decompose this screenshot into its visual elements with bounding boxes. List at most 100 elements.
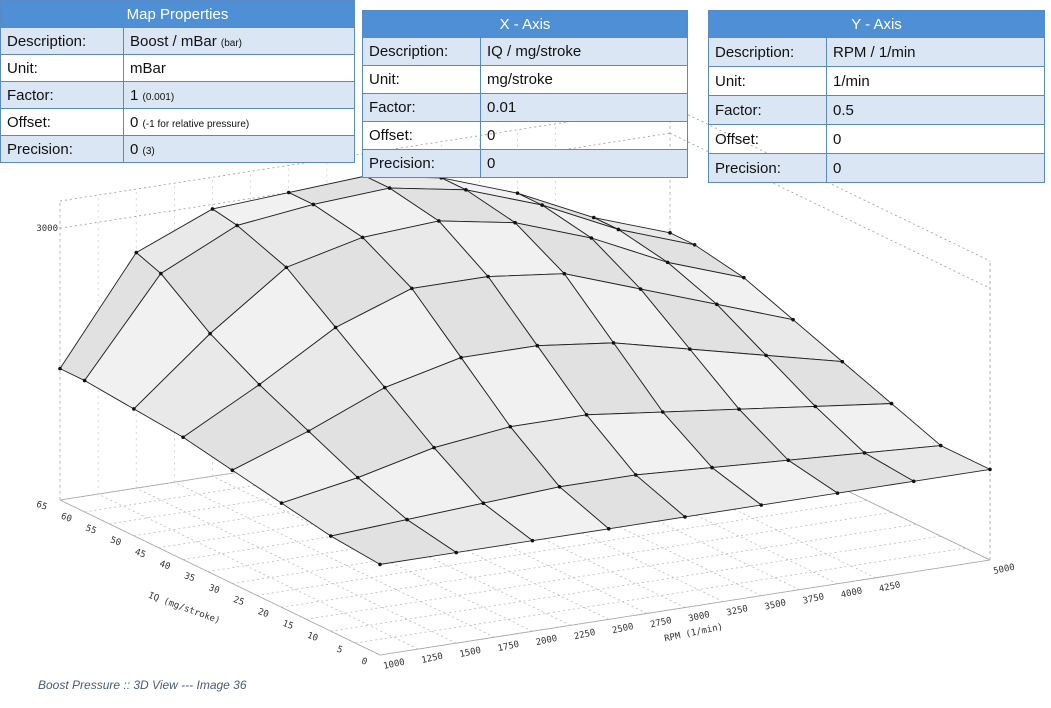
surface-vertex: [660, 410, 665, 414]
surface-vertex: [333, 325, 338, 330]
row-label: Factor:: [708, 95, 827, 125]
surface-vertex: [786, 458, 791, 463]
surface-vertex: [638, 287, 643, 291]
surface-vertex: [437, 219, 441, 223]
row-label: Unit:: [708, 66, 827, 96]
row-value: mBar: [123, 54, 355, 82]
surface-vertex: [355, 475, 360, 480]
surface-vertex: [432, 445, 436, 450]
surface-vertex: [82, 378, 87, 383]
y-tick-label: 2250: [573, 628, 596, 642]
surface-vertex: [606, 526, 611, 531]
surface-vertex: [911, 479, 916, 484]
y-tick-label: 1000: [383, 658, 406, 672]
y-tick-label: 2750: [649, 616, 672, 630]
surface-vertex: [988, 467, 992, 472]
note: (0.001): [142, 91, 175, 103]
table-row: Unit: mBar: [0, 54, 355, 82]
value: 0: [487, 155, 496, 172]
table-row: Description: IQ / mg/stroke: [362, 37, 688, 66]
row-label: Precision:: [0, 135, 124, 163]
z-grid-line: [669, 132, 991, 289]
table-row: Factor: 0.01: [362, 93, 688, 122]
surface-vertex: [591, 215, 596, 220]
y-tick-label: 2500: [611, 622, 634, 636]
header-row: X - Axis: [362, 10, 688, 38]
table-title: X - Axis: [362, 10, 688, 38]
surface-vertex: [328, 534, 333, 538]
x-tick-label: 15: [281, 619, 295, 632]
header-row: Y - Axis: [708, 10, 1045, 38]
floor-grid-line: [355, 547, 966, 644]
surface-vertex: [611, 341, 616, 345]
row-label: Unit:: [362, 65, 481, 94]
surface-vertex: [159, 271, 163, 276]
surface-vertex: [410, 286, 414, 291]
value: 0: [130, 140, 139, 158]
surface-vertex: [710, 465, 714, 470]
surface-vertex: [508, 424, 513, 429]
surface-vertex: [530, 538, 535, 543]
header-row: Map Properties: [0, 0, 355, 28]
surface-vertex: [208, 331, 212, 336]
value: 1: [130, 86, 139, 104]
y-tick-label: 4000: [840, 586, 863, 600]
surface-vertex: [562, 271, 567, 276]
value: 0: [833, 130, 842, 148]
surface-vertex: [486, 274, 490, 279]
y-tick-label: 3000: [688, 610, 711, 624]
table-row: Precision: 0: [362, 149, 688, 178]
surface-vertex: [668, 231, 672, 235]
surface-vertex: [387, 186, 392, 190]
table-row: Precision: 0: [708, 153, 1045, 183]
table-title: Y - Axis: [708, 10, 1045, 38]
row-label: Description:: [708, 37, 827, 67]
value: 0: [833, 159, 842, 177]
row-value: 0.01: [480, 93, 688, 122]
row-label: Description:: [362, 37, 481, 66]
note: (-1 for relative pressure): [142, 118, 250, 130]
table-row: Precision: 0 (3): [0, 135, 355, 163]
surface-vertex: [181, 435, 185, 440]
surface-vertex: [405, 517, 409, 522]
floor-grid-line: [97, 493, 419, 650]
surface-vertex: [813, 404, 818, 409]
row-value: IQ / mg/stroke: [480, 37, 688, 66]
surface-vertex: [134, 250, 139, 255]
row-value: 0 (-1 for relative pressure): [123, 108, 355, 136]
row-value: 1 (0.001): [123, 81, 355, 109]
surface-vertex: [132, 407, 136, 411]
row-value: 0: [826, 124, 1045, 154]
floor-grid-line: [174, 481, 495, 638]
value: Boost / mBar: [130, 32, 217, 50]
value: RPM / 1/min: [833, 43, 916, 61]
x-tick-label: 55: [84, 524, 98, 537]
value: mg/stroke: [487, 71, 553, 88]
surface-vertex: [230, 468, 235, 473]
row-label: Factor:: [0, 81, 124, 109]
surface-vertex: [589, 236, 594, 240]
surface-vertex: [889, 401, 894, 406]
table-row: Unit: mg/stroke: [362, 65, 688, 94]
row-label: Factor:: [362, 93, 481, 122]
surface-vertex: [540, 203, 544, 207]
surface-vertex: [513, 220, 517, 225]
box-edge: [669, 105, 991, 262]
surface-vertex: [257, 382, 262, 387]
x-tick-label: 10: [306, 631, 320, 644]
surface-vertex: [515, 191, 520, 195]
y-tick-label: 4250: [878, 580, 901, 594]
row-value: 0 (3): [123, 135, 355, 163]
x-tick-label: 25: [232, 595, 246, 608]
y-tick-label: 2000: [535, 634, 558, 648]
surface-vertex: [584, 413, 589, 417]
surface-vertex: [58, 366, 62, 371]
table-title: Map Properties: [0, 0, 355, 28]
surface-vertex: [454, 550, 459, 555]
row-value: mg/stroke: [480, 65, 688, 94]
surface-vertex: [235, 223, 239, 228]
properties-table: X - Axis Description: IQ / mg/stroke Unit: m…: [362, 10, 688, 178]
y-tick-label: 1500: [459, 646, 482, 660]
x-tick-label: 5: [335, 645, 344, 656]
